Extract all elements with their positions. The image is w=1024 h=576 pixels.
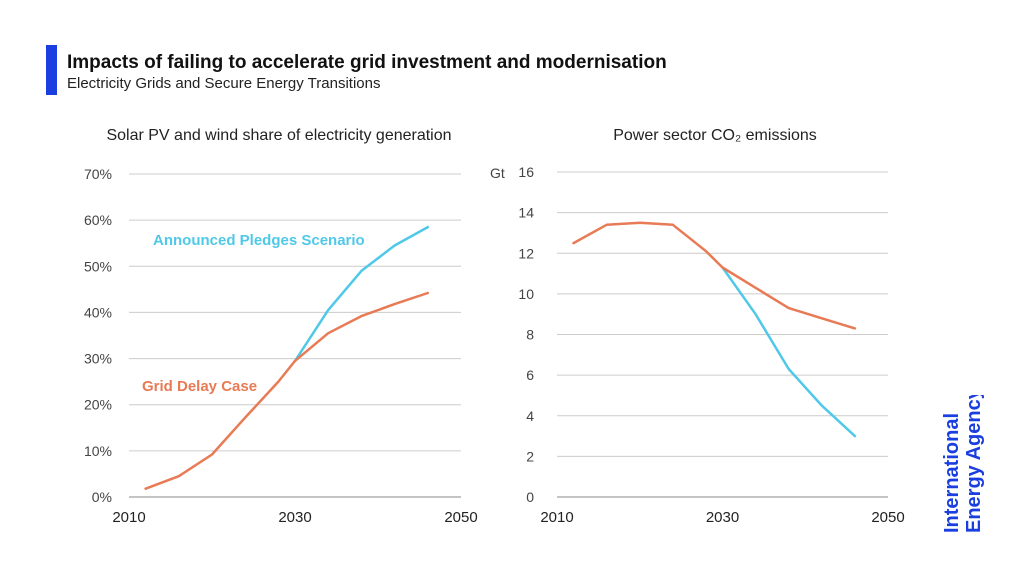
y-tick-label: 2 [526, 448, 534, 464]
x-tick-label: 2030 [706, 509, 739, 526]
iea-logo: International Energy Agency [941, 395, 985, 533]
y-tick-label: 10% [84, 443, 112, 459]
x-tick-label: 2010 [112, 509, 145, 526]
brand-line-2: Energy Agency [963, 395, 985, 533]
y-tick-label: 14 [518, 205, 534, 221]
y-axis-unit-label: Gt [490, 165, 505, 181]
y-tick-label: 16 [518, 164, 534, 180]
series-line-announced-pledges-scenario [293, 225, 430, 363]
y-tick-label: 70% [84, 166, 112, 182]
page-subtitle: Electricity Grids and Secure Energy Tran… [67, 75, 381, 92]
series-label-grid-delay: Grid Delay Case [142, 378, 257, 395]
x-tick-label: 2050 [871, 509, 904, 526]
page-title: Impacts of failing to accelerate grid in… [67, 52, 667, 73]
chart-title-co2-emissions: Power sector CO₂ emissions [613, 127, 817, 144]
y-tick-label: 12 [518, 245, 534, 261]
x-tick-label: 2030 [278, 509, 311, 526]
y-tick-label: 0% [92, 489, 112, 505]
chart-panel-co2-emissions: Power sector CO₂ emissions Gt 0 2 4 6 8 10 12 1… [490, 127, 905, 526]
y-tick-label: 6 [526, 367, 534, 383]
y-tick-label: 30% [84, 351, 112, 367]
y-tick-label: 40% [84, 304, 112, 320]
brand-line-1: International [941, 413, 963, 533]
title-accent-bar [46, 45, 57, 95]
series-line-announced-pledges-scenario [721, 266, 857, 438]
y-tick-label: 60% [84, 212, 112, 228]
y-tick-label: 8 [526, 327, 534, 343]
chart-panel-renewables-share: Solar PV and wind share of electricity g… [84, 127, 478, 526]
series-label-announced-pledges: Announced Pledges Scenario [153, 232, 365, 249]
y-tick-label: 0 [526, 489, 534, 505]
y-tick-label: 10 [518, 286, 534, 302]
chart-title-renewables-share: Solar PV and wind share of electricity g… [106, 127, 451, 144]
series-line-grid-delay-case [144, 291, 430, 490]
y-tick-label: 50% [84, 258, 112, 274]
y-tick-label: 20% [84, 397, 112, 413]
series-line-grid-delay-case [572, 221, 857, 330]
x-tick-label: 2050 [444, 509, 477, 526]
x-tick-label: 2010 [540, 509, 573, 526]
y-tick-label: 4 [526, 408, 534, 424]
